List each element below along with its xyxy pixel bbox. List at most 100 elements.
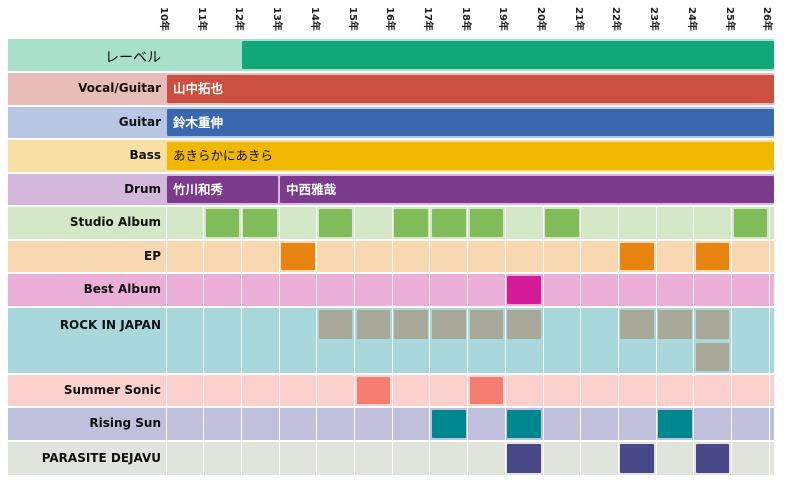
summer-sonic-cell bbox=[469, 377, 504, 404]
lane-label: EP bbox=[144, 248, 161, 263]
summer-sonic-cell bbox=[356, 377, 391, 404]
rock-in-japan-cell bbox=[620, 310, 655, 339]
grid-line bbox=[354, 207, 355, 239]
grid-line bbox=[429, 442, 431, 475]
rock-in-japan-cell bbox=[695, 342, 730, 371]
year-label: 21年 bbox=[572, 7, 584, 31]
grid-line bbox=[391, 375, 393, 406]
rock-in-japan-cell bbox=[431, 310, 466, 339]
grid-line bbox=[731, 308, 732, 373]
grid-line bbox=[354, 308, 355, 373]
grid-line bbox=[504, 274, 506, 306]
grid-line bbox=[203, 442, 205, 475]
grid-line bbox=[655, 308, 657, 373]
grid-line bbox=[617, 308, 619, 373]
rock-in-japan-cell bbox=[469, 310, 504, 339]
grid-line bbox=[165, 274, 167, 306]
rock-in-japan-cell bbox=[356, 310, 391, 339]
lane-studio: Studio Album bbox=[8, 207, 774, 239]
ep-cell bbox=[281, 243, 315, 270]
grid-line bbox=[165, 241, 167, 272]
grid-line bbox=[429, 207, 431, 239]
grid-line bbox=[354, 408, 355, 440]
grid-line bbox=[203, 241, 205, 272]
year-label: 26年 bbox=[761, 7, 773, 31]
grid-line bbox=[542, 442, 544, 475]
grid-line bbox=[693, 274, 695, 306]
grid-line bbox=[617, 274, 619, 306]
grid-line bbox=[693, 375, 695, 406]
studio-album-cell bbox=[205, 209, 240, 237]
lane-best: Best Album bbox=[8, 274, 774, 306]
studio-album-cell bbox=[318, 209, 353, 237]
grid-line bbox=[731, 375, 732, 406]
lane-label: Summer Sonic bbox=[63, 382, 161, 397]
year-label: 11年 bbox=[195, 7, 207, 31]
rock-in-japan-cell bbox=[318, 310, 353, 339]
grid-line bbox=[316, 442, 318, 475]
lane-rij: ROCK IN JAPAN bbox=[8, 308, 774, 373]
parasite-dejavu-cell bbox=[695, 444, 730, 473]
grid-line bbox=[203, 375, 205, 406]
grid-line bbox=[731, 442, 732, 475]
grid-line bbox=[504, 241, 506, 272]
grid-line bbox=[354, 442, 355, 475]
studio-album-cell bbox=[545, 209, 579, 237]
grid-line bbox=[240, 408, 242, 440]
grid-line bbox=[617, 442, 619, 475]
grid-line bbox=[580, 241, 582, 272]
rock-in-japan-cell bbox=[507, 310, 541, 339]
grid-line bbox=[693, 308, 695, 373]
grid-line bbox=[278, 241, 280, 272]
grid-line bbox=[316, 308, 318, 373]
grid-line bbox=[655, 408, 657, 440]
grid-line bbox=[693, 207, 695, 239]
lane-label: Rising Sun bbox=[89, 416, 161, 430]
grid-line bbox=[655, 241, 657, 272]
grid-line bbox=[580, 408, 582, 440]
grid-line bbox=[768, 241, 770, 272]
parasite-dejavu-cell bbox=[620, 444, 655, 473]
grid-line bbox=[693, 241, 695, 272]
grid-line bbox=[467, 442, 469, 475]
lane-bass: Bass あきらかにあきら bbox=[8, 140, 774, 172]
ep-cell bbox=[695, 243, 730, 270]
grid-line bbox=[278, 375, 280, 406]
studio-album-cell bbox=[431, 209, 466, 237]
rising-sun-cell bbox=[507, 410, 541, 438]
grid-line bbox=[693, 408, 695, 440]
year-label: 22年 bbox=[610, 7, 622, 31]
studio-album-cell bbox=[243, 209, 278, 237]
grid-line bbox=[731, 408, 732, 440]
lane-label: Drum bbox=[124, 181, 161, 196]
grid-line bbox=[278, 274, 280, 306]
lane-label: Bass bbox=[129, 148, 161, 162]
studio-album-cell bbox=[394, 209, 428, 237]
grid-line bbox=[542, 308, 544, 373]
grid-line bbox=[240, 375, 242, 406]
grid-line bbox=[165, 408, 167, 440]
grid-line bbox=[391, 408, 393, 440]
rising-sun-cell bbox=[431, 410, 466, 438]
grid-line bbox=[429, 308, 431, 373]
year-label: 25年 bbox=[723, 7, 735, 31]
lane-label: Guitar bbox=[118, 114, 161, 129]
grid-line bbox=[580, 375, 582, 406]
grid-line bbox=[240, 308, 242, 373]
year-label: 16年 bbox=[384, 7, 396, 31]
grid-line bbox=[429, 408, 431, 440]
grid-line bbox=[542, 241, 544, 272]
lane-label: Best Album bbox=[83, 282, 161, 296]
grid-line bbox=[504, 375, 506, 406]
grid-line bbox=[768, 274, 770, 306]
grid-line bbox=[278, 442, 280, 475]
grid-line bbox=[768, 375, 770, 406]
grid-line bbox=[429, 241, 431, 272]
year-label: 13年 bbox=[271, 7, 283, 31]
lane-guitar: Guitar 鈴木重伸 bbox=[8, 107, 774, 138]
lane-drum: Drum 竹川和秀 中西雅哉 bbox=[8, 174, 774, 205]
grid-line bbox=[542, 408, 544, 440]
lane-label: レーベル bbox=[105, 50, 161, 66]
grid-line bbox=[731, 241, 732, 272]
